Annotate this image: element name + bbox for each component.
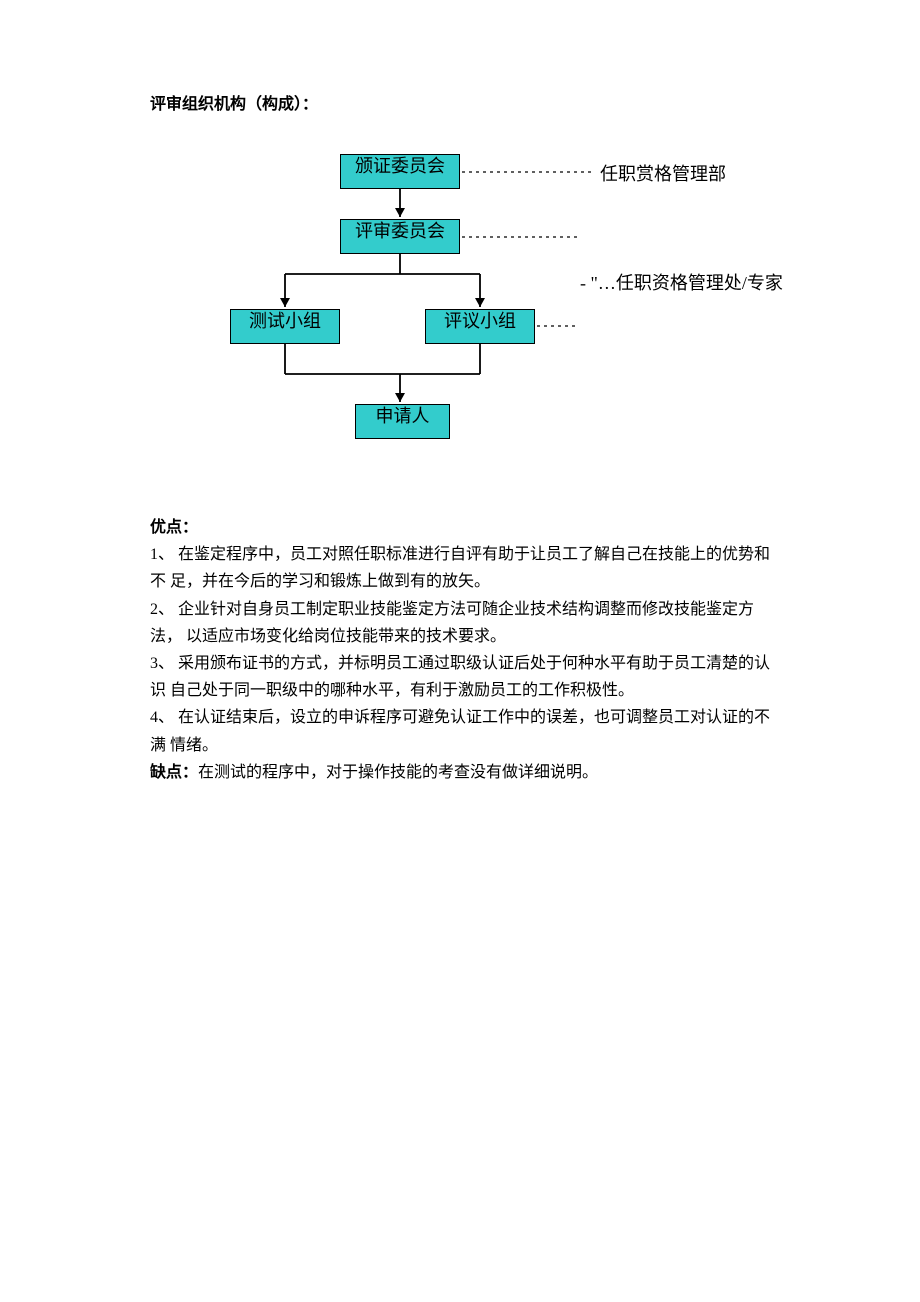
node-n2: 评审委员会 xyxy=(340,219,460,254)
disadvantages-heading: 缺点： xyxy=(150,764,198,781)
disadvantage-text: 在测试的程序中，对于操作技能的考查没有做详细说明。 xyxy=(198,764,598,781)
advantage-2: 2、 企业针对自身员工制定职业技能鉴定方法可随企业技术结构调整而修改技能鉴定方法… xyxy=(150,596,770,650)
annotation-a1: 任职赏格管理部 xyxy=(600,160,726,186)
section-title: 评审组织机构（构成）： xyxy=(150,90,770,114)
node-n3: 测试小组 xyxy=(230,309,340,344)
advantages-heading: 优点： xyxy=(150,519,198,536)
node-n4: 评议小组 xyxy=(425,309,535,344)
annotation-a2: - "…任职资格管理处/专家 xyxy=(580,269,783,295)
node-n1: 颁证委员会 xyxy=(340,154,460,189)
body-text: 优点： 1、 在鉴定程序中，员工对照任职标准进行自评有助于让员工了解自己在技能上… xyxy=(150,514,770,786)
advantage-4: 4、 在认证结束后，设立的申诉程序可避免认证工作中的误差，也可调整员工对认证的不… xyxy=(150,704,770,758)
advantage-3: 3、 采用颁布证书的方式，并标明员工通过职级认证后处于何种水平有助于员工清楚的认… xyxy=(150,650,770,704)
org-diagram: 颁证委员会评审委员会测试小组 评议小组申请人 任职赏格管理部 - "…任职资格管理处/… xyxy=(200,154,820,484)
node-n5: 申请人 xyxy=(355,404,450,439)
advantage-1: 1、 在鉴定程序中，员工对照任职标准进行自评有助于让员工了解自己在技能上的优势和… xyxy=(150,541,770,595)
